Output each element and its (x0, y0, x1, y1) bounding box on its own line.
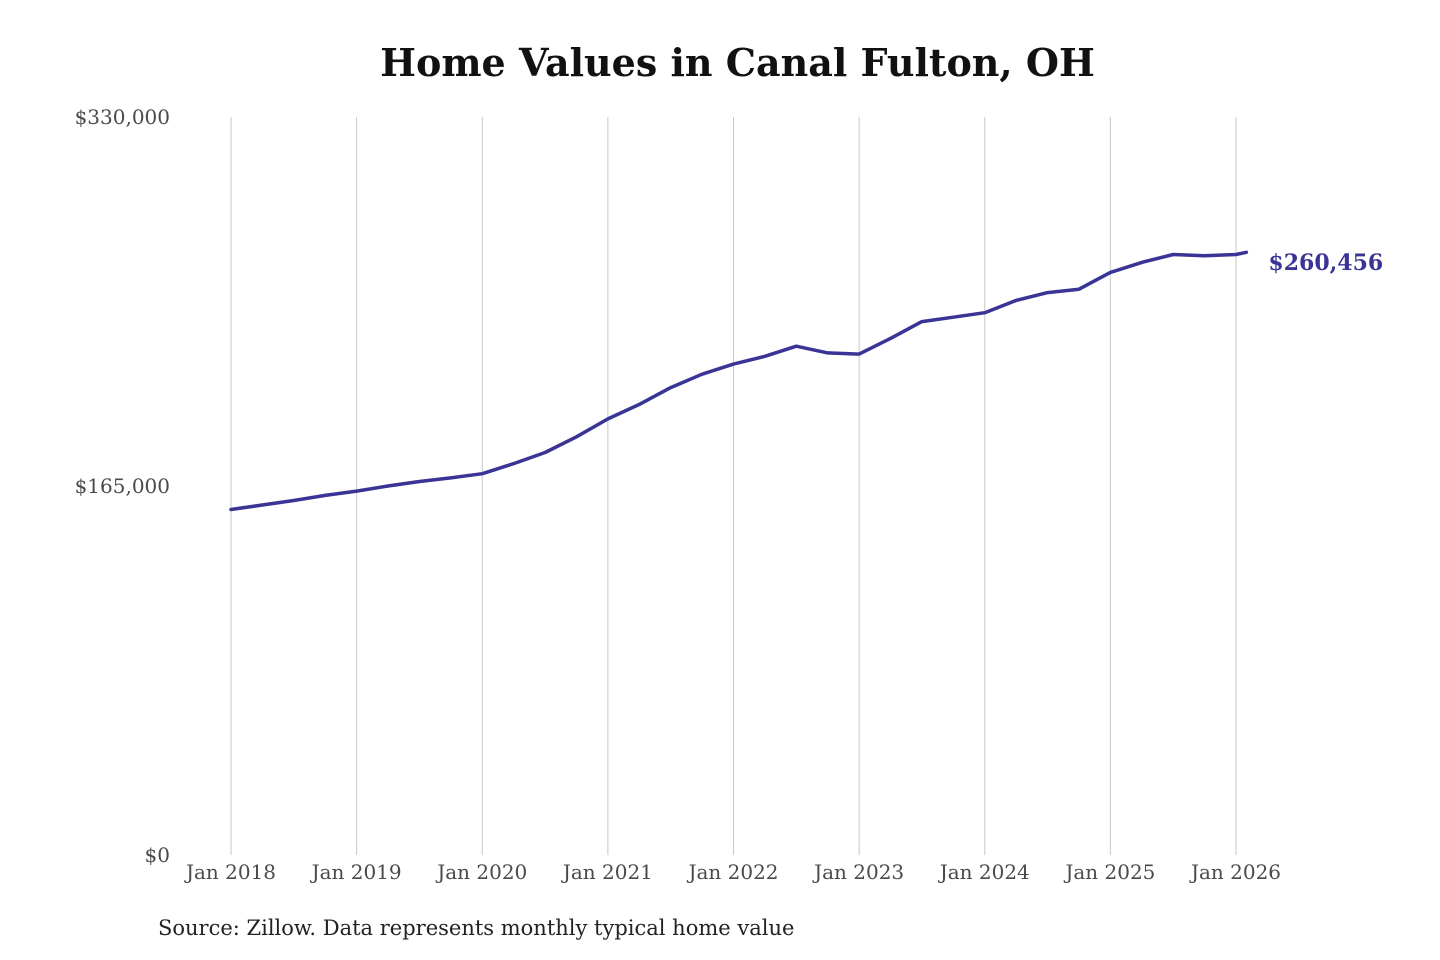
latest-value-label: $260,456 (1268, 250, 1383, 276)
y-tick-label: $0 (145, 843, 170, 867)
y-axis-tick-labels: $0 $165,000 $330,000 (75, 105, 170, 867)
x-tick-label: Jan 2019 (310, 860, 402, 884)
x-tick-label: Jan 2024 (938, 860, 1030, 884)
y-tick-label: $165,000 (75, 474, 170, 498)
y-tick-label: $330,000 (75, 105, 170, 129)
x-tick-label: Jan 2023 (812, 860, 904, 884)
x-axis-tick-labels: Jan 2018 Jan 2019 Jan 2020 Jan 2021 Jan 2022… (184, 860, 1281, 884)
x-tick-label: Jan 2020 (435, 860, 527, 884)
vertical-gridlines (230, 117, 1237, 855)
x-tick-label: Jan 2025 (1063, 860, 1155, 884)
chart-title: Home Values in Canal Fulton, OH (380, 40, 1095, 85)
x-tick-label: Jan 2021 (561, 860, 653, 884)
home-value-line (229, 250, 1249, 512)
x-tick-label: Jan 2026 (1189, 860, 1281, 884)
source-note: Source: Zillow. Data represents monthly … (158, 916, 795, 940)
x-tick-label: Jan 2022 (686, 860, 778, 884)
x-tick-label: Jan 2018 (184, 860, 276, 884)
